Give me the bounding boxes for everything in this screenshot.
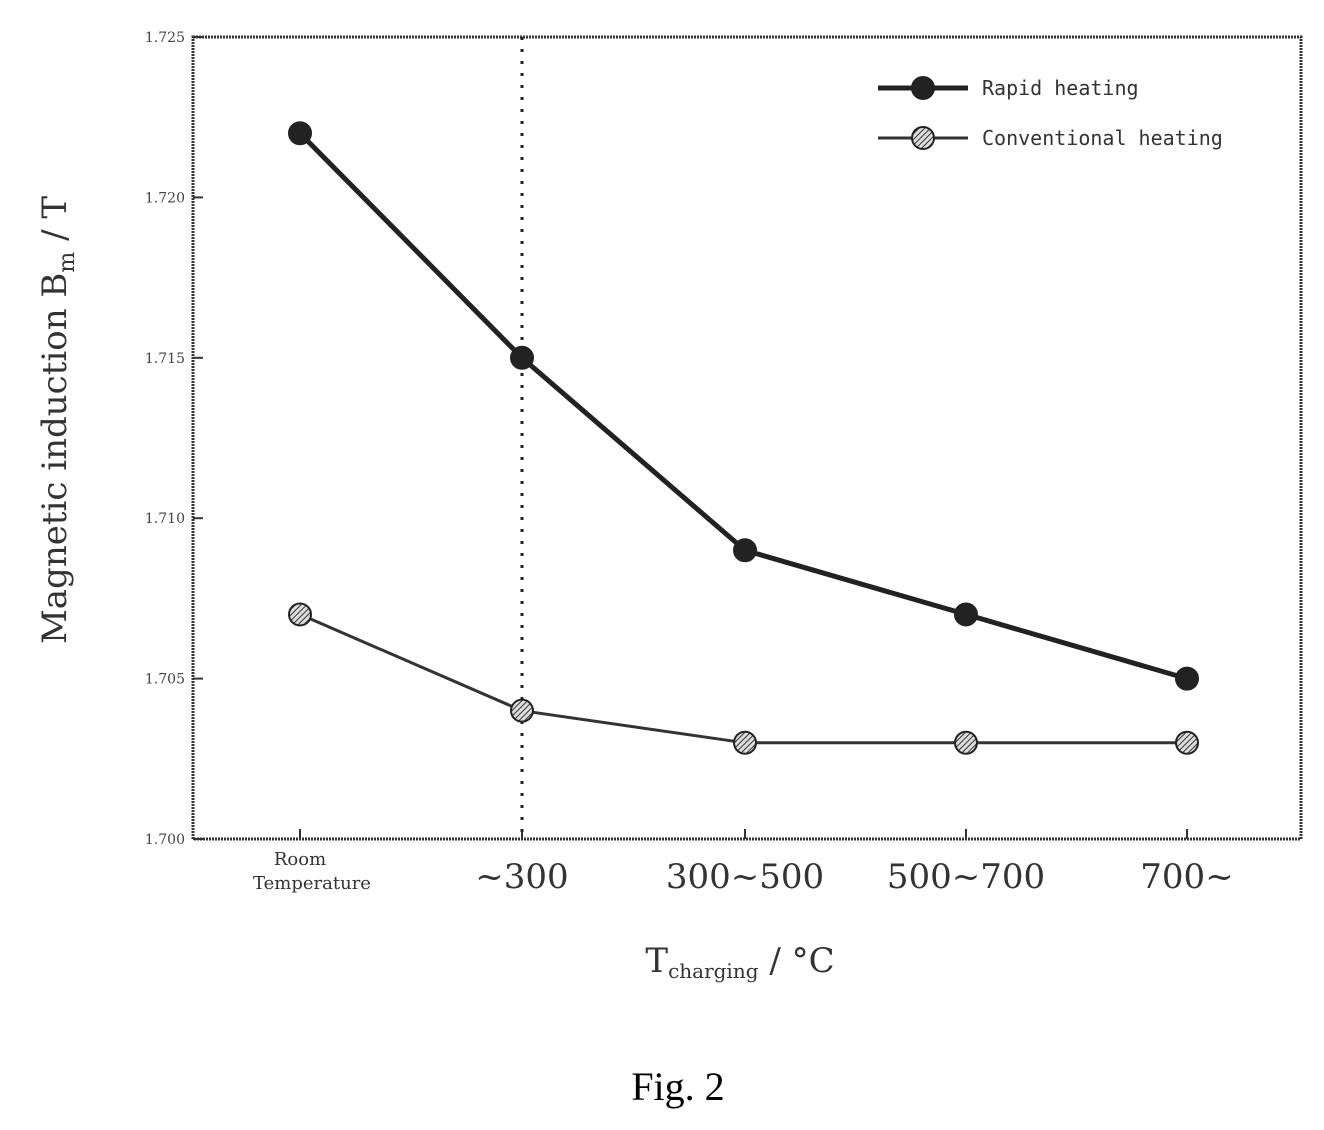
figure-caption: Fig. 2: [631, 1064, 724, 1109]
data-point: [954, 730, 978, 755]
series-line: [298, 131, 1188, 682]
data-point: [1175, 730, 1199, 755]
y-axis-title-main: Magnetic induction B: [35, 273, 75, 644]
data-point: [288, 121, 312, 146]
plot-frame: [191, 35, 1303, 841]
data-point: [733, 538, 757, 563]
y-axis-title: Magnetic induction Bm / T: [35, 196, 80, 644]
x-axis-title-main: T: [645, 941, 668, 981]
legend: Rapid heating Conventional heating: [878, 76, 1223, 150]
y-tick-label: 1.705: [145, 672, 185, 688]
y-tick-label: 1.700: [145, 832, 185, 848]
x-category-label: 700~: [1140, 857, 1233, 897]
x-axis-ticks: Room Temperature ~300 300~500 500~700 700~: [253, 829, 1234, 897]
legend-label: Rapid heating: [982, 76, 1139, 100]
y-axis-title-unit: / T: [35, 196, 75, 252]
x-category-label: 500~700: [887, 857, 1045, 897]
data-point: [288, 602, 312, 627]
series-rapid-heating: [288, 121, 1199, 691]
series-layer: [288, 121, 1199, 755]
y-tick-label: 1.725: [145, 30, 185, 46]
legend-entry: Conventional heating: [878, 126, 1223, 150]
x-axis-title: Tcharging / °C: [645, 941, 834, 983]
y-axis-ticks: 1.700 1.705 1.710 1.715 1.720 1.725: [145, 30, 203, 848]
y-tick-label: 1.710: [145, 511, 185, 527]
data-point: [510, 345, 534, 370]
x-axis-title-subscript: charging: [668, 959, 759, 983]
x-axis-title-unit: / °C: [759, 941, 835, 981]
x-category-label: Room: [274, 849, 326, 870]
x-category-label: ~300: [475, 857, 568, 897]
x-category-label: 300~500: [666, 857, 824, 897]
data-point: [1175, 666, 1199, 691]
y-tick-label: 1.715: [145, 351, 185, 367]
y-axis-title-subscript: m: [55, 252, 80, 273]
data-point: [733, 730, 757, 755]
legend-label: Conventional heating: [982, 126, 1223, 150]
y-tick-label: 1.720: [145, 190, 185, 206]
series-line: [299, 613, 1187, 745]
legend-entry: Rapid heating: [878, 76, 1139, 100]
data-point: [954, 602, 978, 627]
legend-marker: [911, 76, 935, 100]
series-conventional-heating: [288, 602, 1199, 755]
x-category-label: Temperature: [253, 873, 371, 894]
legend-marker: [911, 126, 935, 150]
data-point: [510, 698, 534, 723]
